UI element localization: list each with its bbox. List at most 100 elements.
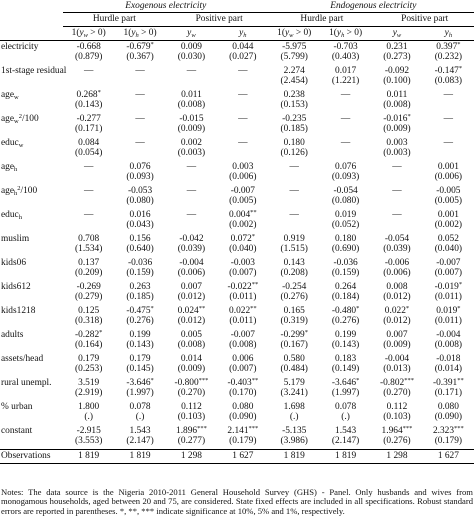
coefficient-cell: 2.274 <box>283 66 305 77</box>
std-error-cell <box>166 197 217 209</box>
table-row-se: (0.171) (0.009) (0.185) (0.009) <box>0 124 474 137</box>
std-error-cell: (3.553) <box>75 436 103 446</box>
std-error-cell: (0.009) <box>177 364 206 374</box>
std-error-cell: (0.253) <box>75 364 103 374</box>
coefficient-cell: 0.231 <box>371 40 423 53</box>
coefficient-cell: -0.475* <box>126 305 154 317</box>
std-error-cell: (0.012) <box>383 292 411 302</box>
coefficient-cell: 0.007 <box>180 282 202 293</box>
table-row-se: (0.879) (0.367) (0.030) (0.027) (5.799) (0.40… <box>0 52 474 65</box>
coefficient-cell: -0.003 <box>230 258 255 269</box>
coefficient-cell: -0.703 <box>319 40 372 53</box>
column-header: yw <box>392 27 402 39</box>
std-error-cell: (0.009) <box>177 124 206 134</box>
std-error-cell: (0.403) <box>331 52 360 62</box>
column-header: yw <box>187 27 196 39</box>
coefficient-cell: 0.011 <box>386 90 408 101</box>
coefficient-cell: -0.282* <box>74 329 103 341</box>
table-row: muslim 0.708 0.156 -0.042 0.072* 0.919 0.180 -0… <box>0 233 474 245</box>
column-header: 1(yh > 0) <box>123 27 157 39</box>
std-error-cell: (0.039) <box>177 244 206 254</box>
coefficient-cell: -0.042 <box>179 234 204 245</box>
std-error-cell: (0.090) <box>229 412 257 422</box>
coefficient-cell: 0.919 <box>283 234 305 245</box>
std-error-cell: (1.997) <box>126 388 154 398</box>
coefficient-cell: — <box>84 162 94 173</box>
std-error-cell: (5.799) <box>280 52 308 62</box>
coefficient-cell: 2.141*** <box>227 425 259 437</box>
coefficient-cell: 0.263 <box>129 282 151 293</box>
std-error-cell: (0.008) <box>177 340 206 350</box>
coefficient-cell: 0.003 <box>386 138 408 149</box>
row-label: agew2/100 <box>1 113 39 126</box>
std-error-cell: (0.103) <box>383 412 411 422</box>
std-error-cell <box>371 221 422 233</box>
table-row: % urban 1.800 0.078 0.112 0.080 1.698 0.078 0.1… <box>0 401 474 413</box>
coefficient-cell: -0.019* <box>434 281 463 293</box>
coefficient-cell: -0.147* <box>434 65 463 77</box>
coefficient-cell: 0.022* <box>384 305 410 317</box>
std-error-cell: (0.008) <box>383 100 411 110</box>
coefficient-cell: 0.019 <box>335 210 357 221</box>
std-error-cell: (0.690) <box>331 244 360 254</box>
std-error-cell <box>166 77 217 89</box>
std-error-cell: (0.103) <box>177 412 206 422</box>
table-row: assets/head 0.179 0.179 0.014 0.006 0.580 0.18… <box>0 353 474 365</box>
coefficient-cell: 0.125 <box>78 306 100 317</box>
sub-header: Hurdle part <box>63 12 166 27</box>
std-error-cell: (0.043) <box>126 220 154 230</box>
std-error-cell: (0.011) <box>229 316 257 326</box>
coefficient-cell: 0.019* <box>436 305 461 317</box>
group-header-endogenous: Endogenous electricity <box>268 0 474 13</box>
coefficient-cell: — <box>340 114 351 125</box>
coefficient-cell: 0.076 <box>335 162 357 173</box>
std-error-cell: (1.534) <box>75 244 103 254</box>
std-error-cell: (0.143) <box>75 100 103 110</box>
std-error-cell <box>166 173 217 185</box>
std-error-cell <box>269 173 320 185</box>
header-sub-row: Hurdle part Positive part Hurdle part Po… <box>0 12 474 27</box>
std-error-cell: (0.006) <box>383 268 411 278</box>
coefficient-cell: — <box>340 138 351 149</box>
table-row-se: (0.143) (0.008) (0.153) (0.008) <box>0 100 474 113</box>
coefficient-cell: 0.004** <box>229 209 257 221</box>
std-error-cell <box>63 77 114 89</box>
coefficient-cell: 0.180 <box>283 138 305 149</box>
coefficient-cell: 0.001 <box>437 162 459 173</box>
std-error-cell <box>217 149 268 161</box>
coefficient-cell: -0.022** <box>227 281 259 293</box>
coefficient-cell: -0.007 <box>230 186 255 197</box>
table-row: adults -0.282* 0.199 0.005 -0.007 -0.299* 0.19… <box>0 329 474 341</box>
std-error-cell: (0.143) <box>331 340 360 350</box>
observations-cell: 1 819 <box>319 449 372 464</box>
coefficient-cell: -5.135 <box>282 426 307 437</box>
coefficient-cell: 0.008 <box>386 282 408 293</box>
std-error-cell: (2.147) <box>331 436 360 446</box>
std-error-cell: (0.185) <box>280 124 308 134</box>
std-error-cell: (0.002) <box>229 220 257 230</box>
coefficient-cell: 0.022** <box>229 305 257 317</box>
coefficient-cell: 0.072* <box>230 233 255 245</box>
coefficient-cell: — <box>135 114 145 125</box>
coefficient-cell: -0.269 <box>76 282 101 293</box>
table-row-se: (0.080) (0.005) (0.080) (0.005) <box>0 196 474 209</box>
std-error-cell: (0.159) <box>126 268 154 278</box>
header-column-row: 1(yw > 0) 1(yh > 0) yw yh 1(yw > 0) 1(yh > 0)… <box>0 27 474 41</box>
std-error-cell: (0.640) <box>126 244 154 254</box>
std-error-cell: (0.270) <box>383 388 411 398</box>
std-error-cell: (0.319) <box>280 316 308 326</box>
coefficient-cell: -5.975 <box>268 40 320 53</box>
row-label: electricity <box>0 40 63 53</box>
table-row: electricity -0.668 -0.679* 0.009 0.044 -5.975… <box>0 40 474 53</box>
std-error-cell: (0.276) <box>126 316 154 326</box>
column-header: 1(yh > 0) <box>329 27 363 39</box>
std-error-cell: (0.008) <box>229 340 257 350</box>
coefficient-cell: 0.078 <box>129 402 151 413</box>
coefficient-cell: -0.018 <box>436 354 461 365</box>
std-error-cell: (0.009) <box>383 124 411 134</box>
std-error-cell: (0.007) <box>229 364 257 374</box>
coefficient-cell: -0.007 <box>230 330 255 341</box>
coefficient-cell: 0.007 <box>386 330 408 341</box>
coefficient-cell: -3.646* <box>331 377 360 389</box>
coefficient-cell: — <box>238 90 248 101</box>
